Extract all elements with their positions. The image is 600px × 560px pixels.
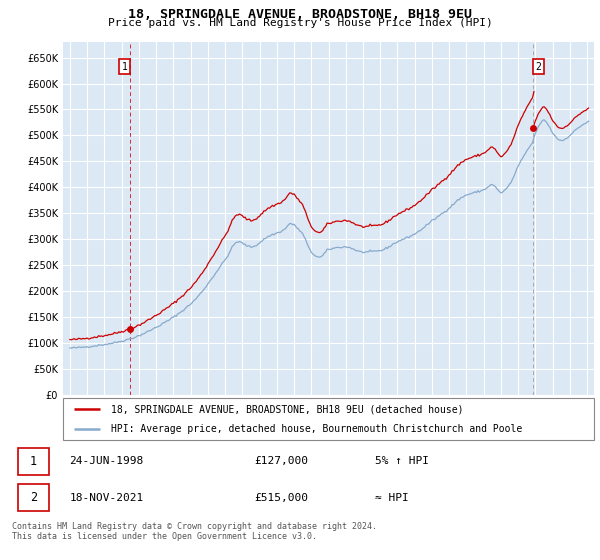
Text: Price paid vs. HM Land Registry's House Price Index (HPI): Price paid vs. HM Land Registry's House … bbox=[107, 18, 493, 29]
Text: HPI: Average price, detached house, Bournemouth Christchurch and Poole: HPI: Average price, detached house, Bour… bbox=[111, 424, 522, 434]
FancyBboxPatch shape bbox=[18, 448, 49, 475]
Text: 5% ↑ HPI: 5% ↑ HPI bbox=[375, 456, 429, 466]
Text: Contains HM Land Registry data © Crown copyright and database right 2024.
This d: Contains HM Land Registry data © Crown c… bbox=[12, 522, 377, 542]
Text: 18, SPRINGDALE AVENUE, BROADSTONE, BH18 9EU (detached house): 18, SPRINGDALE AVENUE, BROADSTONE, BH18 … bbox=[111, 404, 463, 414]
Text: 2: 2 bbox=[30, 491, 37, 504]
Text: 18, SPRINGDALE AVENUE, BROADSTONE, BH18 9EU: 18, SPRINGDALE AVENUE, BROADSTONE, BH18 … bbox=[128, 8, 472, 21]
Text: £127,000: £127,000 bbox=[254, 456, 308, 466]
Text: £515,000: £515,000 bbox=[254, 493, 308, 503]
Text: 18-NOV-2021: 18-NOV-2021 bbox=[70, 493, 144, 503]
Text: 1: 1 bbox=[30, 455, 37, 468]
Text: 24-JUN-1998: 24-JUN-1998 bbox=[70, 456, 144, 466]
Text: ≈ HPI: ≈ HPI bbox=[375, 493, 409, 503]
FancyBboxPatch shape bbox=[63, 398, 594, 440]
Text: 2: 2 bbox=[536, 62, 541, 72]
Text: 1: 1 bbox=[122, 62, 128, 72]
FancyBboxPatch shape bbox=[18, 484, 49, 511]
